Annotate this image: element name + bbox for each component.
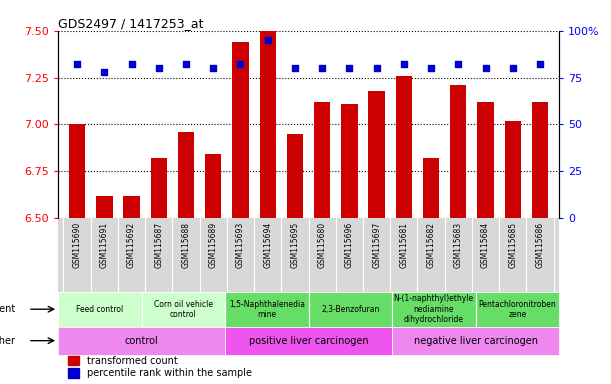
Point (208, 65, 218, 71)
Text: Pentachloronitroben
zene: Pentachloronitroben zene (478, 300, 556, 319)
Point (426, 65, 436, 71)
Text: GSM115688: GSM115688 (181, 222, 191, 268)
Bar (68, 356, 79, 366)
Bar (225, 327, 392, 355)
Point (317, 65, 327, 71)
Bar (341, 104, 357, 218)
Text: GDS2497 / 1417253_at: GDS2497 / 1417253_at (58, 17, 203, 30)
Text: agent: agent (0, 304, 15, 314)
Text: GSM115690: GSM115690 (73, 222, 82, 268)
Text: GSM115686: GSM115686 (535, 222, 544, 268)
Text: GSM115683: GSM115683 (454, 222, 463, 268)
Text: GSM115684: GSM115684 (481, 222, 490, 268)
Bar (314, 102, 331, 218)
Bar (225, 292, 309, 327)
Text: N-(1-naphthyl)ethyle
nediamine
dihydrochloride: N-(1-naphthyl)ethyle nediamine dihydroch… (393, 294, 474, 324)
Point (535, 61, 545, 68)
Text: GSM115680: GSM115680 (318, 222, 327, 268)
Bar (309, 292, 392, 327)
Bar (69, 124, 86, 218)
Text: GSM115691: GSM115691 (100, 222, 109, 268)
Point (345, 65, 354, 71)
Text: GSM115682: GSM115682 (426, 222, 436, 268)
Point (290, 65, 300, 71)
Point (508, 65, 518, 71)
Bar (151, 158, 167, 218)
Text: 2,3-Benzofuran: 2,3-Benzofuran (321, 305, 379, 314)
Text: positive liver carcinogen: positive liver carcinogen (249, 336, 368, 346)
Text: GSM115692: GSM115692 (127, 222, 136, 268)
Text: GSM115693: GSM115693 (236, 222, 245, 268)
Bar (260, 31, 276, 218)
Bar (392, 327, 559, 355)
Text: GSM115689: GSM115689 (209, 222, 218, 268)
Bar (477, 102, 494, 218)
Bar (178, 132, 194, 218)
Point (100, 69, 109, 75)
Bar (58, 327, 225, 355)
Point (154, 65, 164, 71)
Bar (392, 292, 475, 327)
Point (399, 61, 409, 68)
Text: Corn oil vehicle
control: Corn oil vehicle control (154, 300, 213, 319)
Point (453, 61, 463, 68)
Bar (450, 85, 466, 218)
Point (72, 61, 82, 68)
Bar (96, 196, 112, 218)
Bar (205, 154, 221, 218)
Text: GSM115687: GSM115687 (155, 222, 163, 268)
Bar (396, 76, 412, 218)
Text: GSM115697: GSM115697 (372, 222, 381, 268)
Point (371, 65, 381, 71)
Point (263, 37, 273, 43)
Bar (475, 292, 559, 327)
Text: transformed count: transformed count (87, 356, 177, 366)
Bar (123, 196, 140, 218)
Point (181, 61, 191, 68)
Point (236, 61, 246, 68)
Point (481, 65, 491, 71)
Bar (58, 292, 142, 327)
Bar (68, 369, 79, 378)
Text: GSM115694: GSM115694 (263, 222, 273, 268)
Text: GSM115696: GSM115696 (345, 222, 354, 268)
Text: negative liver carcinogen: negative liver carcinogen (414, 336, 538, 346)
Bar (423, 158, 439, 218)
Text: Feed control: Feed control (76, 305, 123, 314)
Text: 1,5-Naphthalenedia
mine: 1,5-Naphthalenedia mine (229, 300, 305, 319)
Bar (287, 134, 303, 218)
Text: GSM115681: GSM115681 (400, 222, 408, 268)
Text: control: control (125, 336, 158, 346)
Bar (232, 42, 249, 218)
Point (126, 61, 136, 68)
Text: other: other (0, 336, 15, 346)
Bar (532, 102, 548, 218)
Text: percentile rank within the sample: percentile rank within the sample (87, 368, 252, 378)
Text: GSM115685: GSM115685 (508, 222, 518, 268)
Bar (505, 121, 521, 218)
Bar (142, 292, 225, 327)
Text: GSM115695: GSM115695 (290, 222, 299, 268)
Bar (368, 91, 385, 218)
